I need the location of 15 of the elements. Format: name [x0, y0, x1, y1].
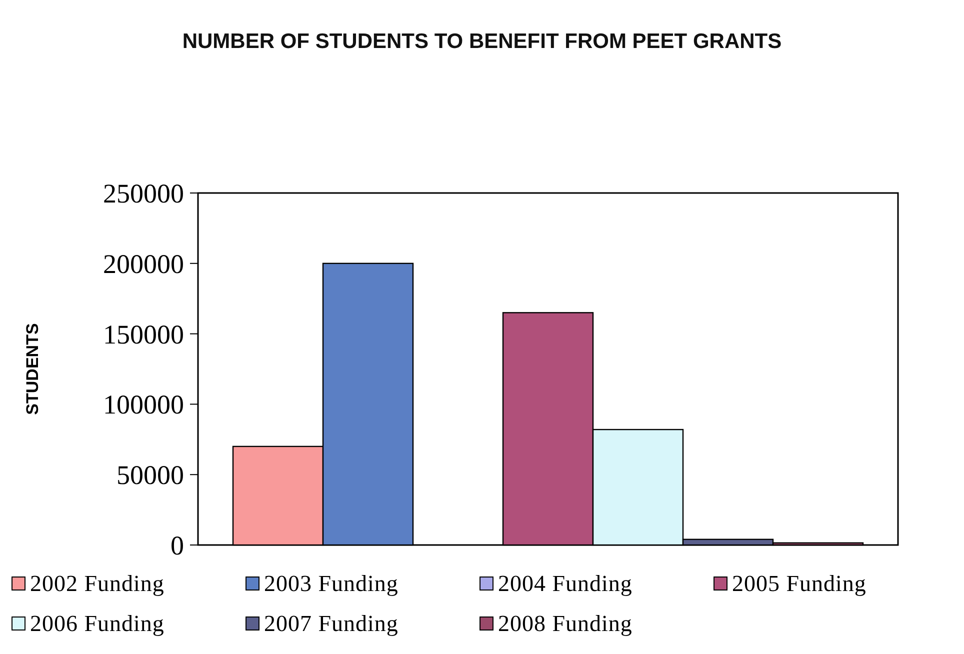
y-tick-label: 100000: [103, 390, 184, 420]
chart-title: NUMBER OF STUDENTS TO BENEFIT FROM PEET GRANTS: [182, 30, 782, 53]
y-tick-label: 50000: [116, 460, 184, 490]
y-tick-label: 200000: [103, 248, 184, 279]
legend-label: 2004 Funding: [498, 571, 632, 596]
legend-label: 2003 Funding: [264, 571, 398, 596]
legend-label: 2005 Funding: [732, 571, 866, 596]
y-tick-label: 150000: [103, 319, 184, 350]
legend-label: 2007 Funding: [264, 611, 398, 636]
legend-label: 2006 Funding: [30, 611, 164, 636]
y-tick-label: 250000: [103, 178, 184, 208]
y-axis-title: STUDENTS: [23, 323, 42, 415]
legend-label: 2002 Funding: [30, 571, 164, 596]
legend-label: 2008 Funding: [498, 611, 632, 636]
y-tick-label: 0: [170, 530, 184, 560]
